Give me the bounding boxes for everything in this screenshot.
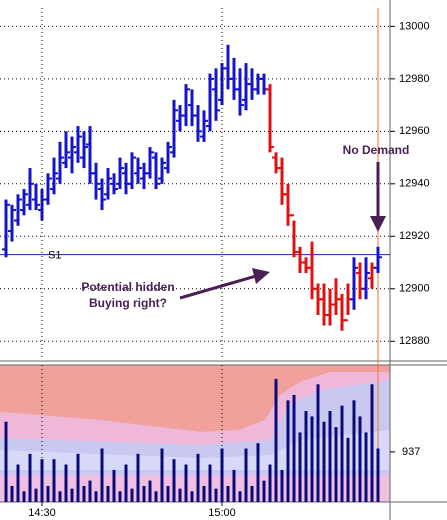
volume-bar	[58, 491, 62, 502]
volume-bar	[28, 453, 32, 502]
volume-bar	[370, 384, 374, 502]
volume-bar	[208, 464, 212, 502]
volume-bar	[94, 491, 98, 502]
volume-bar	[316, 384, 320, 502]
volume-bar	[88, 480, 92, 502]
volume-bar	[214, 488, 218, 502]
y-tick-label: 13000	[399, 20, 430, 32]
support-label: S1	[48, 250, 61, 262]
x-tick-label: 15:00	[208, 507, 236, 519]
volume-bar	[82, 485, 86, 502]
x-tick-label: 14:30	[28, 507, 56, 519]
volume-bar	[112, 469, 116, 502]
volume-bar	[286, 400, 290, 502]
volume-bar	[298, 432, 302, 502]
annotation: No Demand	[343, 143, 410, 157]
volume-bar	[346, 437, 350, 502]
volume-bar	[76, 453, 80, 502]
volume-bar	[4, 421, 8, 502]
volume-bar	[238, 491, 242, 502]
volume-bar	[118, 491, 122, 502]
y-tick-label: 12960	[399, 125, 430, 137]
volume-bar	[142, 485, 146, 502]
volume-bar	[184, 464, 188, 502]
volume-bar	[376, 448, 380, 502]
annotation: Buying right?	[89, 296, 167, 310]
volume-bar	[268, 464, 272, 502]
y-tick-label: 12940	[399, 178, 430, 190]
volume-bar	[196, 453, 200, 502]
volume-panel: 937 14:30 15:00	[4, 8, 420, 519]
volume-bar	[340, 405, 344, 502]
volume-bar	[250, 485, 254, 502]
y-tick-label: 12980	[399, 73, 430, 85]
volume-bar	[256, 443, 260, 502]
annotation: Potential hidden	[81, 280, 174, 294]
volume-bar	[310, 416, 314, 502]
volume-bar	[334, 427, 338, 502]
volume-bar	[178, 488, 182, 502]
y-tick-label: 937	[402, 446, 420, 458]
volume-bar	[22, 491, 26, 502]
volume-bar	[292, 394, 296, 502]
volume-bar	[244, 448, 248, 502]
volume-bar	[262, 480, 266, 502]
volume-bar	[130, 488, 134, 502]
volume-bar	[322, 421, 326, 502]
volume-bar	[148, 480, 152, 502]
volume-bar	[352, 400, 356, 502]
volume-bar	[190, 491, 194, 502]
volume-bar	[220, 448, 224, 502]
volume-bar	[52, 459, 56, 502]
volume-bar	[274, 378, 278, 502]
volume-bar	[304, 411, 308, 502]
volume-bar	[280, 469, 284, 502]
volume-bar	[106, 485, 110, 502]
y-tick-label: 12920	[399, 230, 430, 242]
volume-bar	[328, 411, 332, 502]
volume-bar	[16, 464, 20, 502]
y-tick-label: 12880	[399, 335, 430, 347]
volume-bar	[100, 448, 104, 502]
volume-bar	[172, 459, 176, 502]
volume-bar	[154, 491, 158, 502]
volume-bar	[232, 469, 236, 502]
volume-bar	[70, 488, 74, 502]
volume-bar	[358, 416, 362, 502]
volume-bar	[226, 485, 230, 502]
volume-bar	[10, 485, 14, 502]
volume-bar	[40, 459, 44, 502]
arrows	[179, 162, 386, 300]
volume-bar	[124, 464, 128, 502]
volume-bar	[166, 485, 170, 502]
volume-bar	[160, 448, 164, 502]
y-tick-label: 12900	[399, 283, 430, 295]
volume-bar	[364, 432, 368, 502]
price-panel: 12880 12900 12920 12940 12960 12980 13000 S1	[0, 20, 430, 347]
volume-bar	[136, 453, 140, 502]
volume-bar	[64, 464, 68, 502]
volume-bar	[46, 485, 50, 502]
volume-bar	[34, 488, 38, 502]
volume-bar	[202, 485, 206, 502]
